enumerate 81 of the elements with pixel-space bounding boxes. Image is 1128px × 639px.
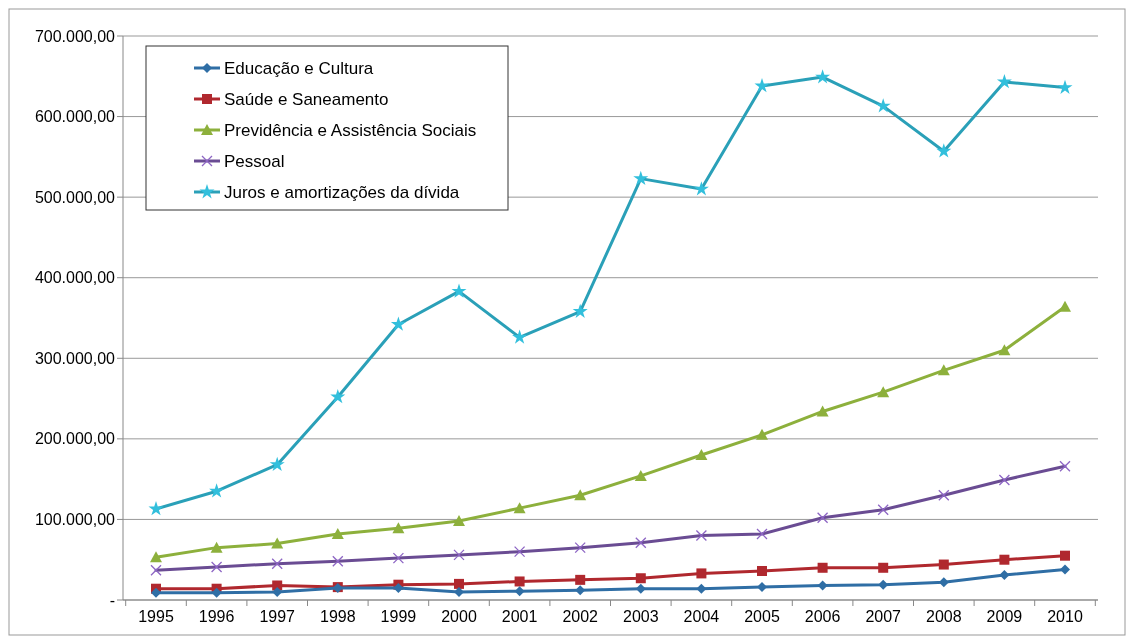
point: [209, 483, 225, 498]
point: [635, 573, 646, 584]
point: [695, 448, 708, 460]
point: [514, 576, 525, 587]
point: [1057, 79, 1073, 94]
point: [938, 559, 949, 570]
y-tick-label: 400.000,00: [34, 269, 116, 287]
point: [513, 502, 526, 514]
x-tick-label: 2008: [926, 608, 962, 625]
point: [815, 69, 831, 84]
point: [392, 522, 405, 534]
point: [936, 143, 952, 158]
point: [390, 316, 406, 331]
x-tick-label: 1999: [380, 608, 417, 625]
y-tick-label: -: [109, 591, 115, 609]
x-tick-label: 1995: [138, 608, 174, 625]
point: [817, 562, 828, 573]
x-tick-label: 2004: [683, 608, 720, 625]
point: [635, 583, 646, 594]
point: [210, 541, 223, 553]
legend-label: Juros e amortizações da dívida: [224, 182, 460, 202]
point: [572, 303, 588, 318]
legend-label: Pessoal: [224, 151, 285, 171]
point: [999, 554, 1010, 565]
point: [633, 170, 649, 185]
point: [575, 585, 586, 596]
point: [151, 587, 161, 598]
x-tick-label: 1996: [198, 608, 235, 625]
x-tick-label: 2009: [986, 608, 1023, 625]
point: [878, 562, 889, 573]
point: [696, 568, 707, 579]
y-tick-label: 500.000,00: [34, 188, 116, 206]
point: [575, 574, 586, 585]
point: [269, 456, 285, 472]
x-tick-label: 2001: [501, 608, 538, 625]
point: [756, 428, 768, 440]
point: [514, 586, 525, 597]
y-tick-label: 100.000,00: [34, 511, 116, 529]
x-tick-label: 2007: [865, 608, 902, 625]
point: [150, 551, 162, 563]
y-tick-label: 200.000,00: [34, 430, 116, 448]
point: [757, 565, 767, 576]
point: [817, 580, 828, 591]
y-tick-label: 700.000,00: [34, 27, 116, 45]
point: [512, 329, 528, 344]
point: [998, 344, 1011, 356]
legend-label: Previdência e Assistência Sociais: [224, 120, 477, 140]
point: [451, 283, 467, 298]
x-tick-label: 1997: [259, 608, 296, 625]
point: [1059, 300, 1071, 312]
point: [816, 405, 829, 417]
y-tick-label: 300.000,00: [34, 349, 116, 367]
point: [634, 469, 647, 481]
point: [696, 583, 707, 594]
point: [877, 386, 890, 398]
point: [271, 537, 284, 549]
x-tick-label: 2000: [441, 608, 477, 625]
point: [1060, 564, 1070, 575]
point: [937, 364, 950, 376]
point: [330, 389, 346, 404]
point: [453, 515, 465, 527]
point: [996, 74, 1012, 89]
x-tick-label: 2002: [562, 608, 599, 625]
point: [875, 98, 891, 113]
x-tick-label: 2005: [744, 608, 780, 625]
y-tick-label: 600.000,00: [34, 108, 116, 126]
point: [1060, 550, 1070, 561]
point: [574, 489, 587, 501]
point: [454, 586, 464, 597]
point: [454, 578, 464, 589]
x-tick-label: 2010: [1047, 608, 1083, 625]
x-tick-label: 2006: [804, 608, 841, 625]
x-tick-label: 1998: [320, 608, 356, 625]
x-tick-label: 2003: [623, 608, 659, 625]
legend-label: Educação e Cultura: [224, 58, 374, 78]
point: [693, 181, 709, 196]
legend-label: Saúde e Saneamento: [224, 89, 389, 109]
point: [757, 582, 767, 593]
point: [331, 527, 344, 539]
point: [999, 570, 1010, 581]
point: [211, 587, 222, 598]
